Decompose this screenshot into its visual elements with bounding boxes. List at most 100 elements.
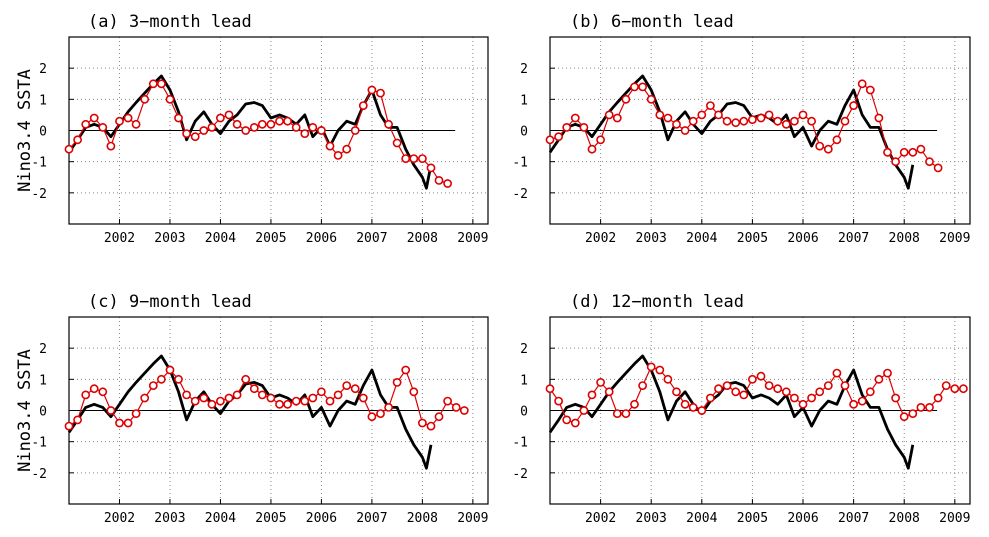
x-tick-label: 2005 bbox=[737, 231, 768, 246]
forecast-point bbox=[663, 113, 673, 123]
forecast-point bbox=[316, 126, 326, 135]
x-tick-label: 2005 bbox=[255, 511, 286, 526]
y-tick-label: 0 bbox=[520, 125, 528, 140]
forecast-point bbox=[401, 154, 411, 163]
forecast-point bbox=[140, 393, 150, 403]
forecast-point bbox=[131, 119, 141, 129]
forecast-point bbox=[731, 118, 741, 128]
forecast-point bbox=[342, 144, 352, 154]
forecast-point bbox=[781, 387, 791, 397]
forecast-point bbox=[655, 110, 665, 120]
forecast-point bbox=[106, 406, 116, 415]
forecast-point bbox=[199, 393, 209, 403]
forecast-point bbox=[275, 399, 284, 409]
forecast-point bbox=[283, 116, 292, 126]
forecast-point bbox=[857, 79, 867, 89]
x-tick-label: 2002 bbox=[104, 511, 135, 526]
forecast-point bbox=[688, 116, 698, 126]
forecast-point bbox=[781, 119, 791, 129]
forecast-point bbox=[621, 94, 631, 104]
forecast-point bbox=[697, 110, 707, 120]
panel-title: (d) 12−month lead bbox=[570, 292, 744, 312]
forecast-point bbox=[823, 381, 833, 390]
forecast-point bbox=[392, 138, 402, 148]
forecast-point bbox=[579, 123, 589, 132]
forecast-point bbox=[596, 377, 605, 387]
forecast-point bbox=[883, 147, 892, 157]
forecast-point bbox=[165, 94, 175, 104]
forecast-point bbox=[798, 110, 808, 120]
forecast-point bbox=[417, 418, 427, 428]
forecast-point bbox=[342, 381, 352, 390]
forecast-point bbox=[554, 396, 563, 406]
x-tick-label: 2009 bbox=[457, 511, 488, 526]
forecast-point bbox=[688, 402, 698, 412]
x-tick-label: 2008 bbox=[407, 511, 438, 526]
forecast-point bbox=[376, 88, 385, 98]
x-tick-label: 2004 bbox=[686, 511, 717, 526]
forecast-point bbox=[764, 110, 774, 120]
forecast-point bbox=[706, 393, 715, 403]
forecast-point bbox=[959, 384, 968, 394]
forecast-point bbox=[392, 377, 402, 387]
forecast-point bbox=[773, 116, 783, 126]
x-tick-label: 2002 bbox=[585, 511, 616, 526]
forecast-point bbox=[215, 396, 225, 406]
x-tick-label: 2007 bbox=[838, 511, 869, 526]
forecast-point bbox=[748, 374, 757, 384]
forecast-point bbox=[655, 365, 665, 375]
forecast-line bbox=[549, 82, 939, 169]
y-tick-label: 2 bbox=[39, 62, 47, 77]
forecast-point bbox=[106, 141, 116, 151]
forecast-point bbox=[266, 119, 276, 129]
forecast-line bbox=[68, 83, 448, 185]
forecast-point bbox=[587, 390, 597, 400]
forecast-point bbox=[604, 110, 614, 120]
forecast-point bbox=[291, 396, 301, 406]
forecast-point bbox=[409, 387, 419, 397]
forecast-point bbox=[865, 387, 875, 397]
forecast-point bbox=[840, 116, 850, 126]
y-tick-label: -2 bbox=[512, 187, 528, 202]
forecast-point bbox=[933, 393, 943, 403]
forecast-point bbox=[384, 119, 393, 129]
y-tick-label: 0 bbox=[39, 405, 47, 420]
forecast-point bbox=[570, 418, 580, 428]
forecast-point bbox=[807, 116, 816, 126]
forecast-point bbox=[64, 421, 74, 431]
y-tick-label: -1 bbox=[512, 436, 528, 451]
forecast-point bbox=[115, 116, 124, 126]
forecast-point bbox=[165, 365, 175, 375]
forecast-point bbox=[646, 94, 656, 104]
forecast-point bbox=[174, 113, 183, 123]
forecast-point bbox=[815, 141, 825, 151]
forecast-point bbox=[865, 85, 875, 95]
x-tick-label: 2008 bbox=[407, 231, 438, 246]
x-tick-label: 2007 bbox=[838, 231, 869, 246]
forecast-point bbox=[807, 393, 816, 403]
forecast-point bbox=[190, 132, 200, 142]
forecast-point bbox=[156, 374, 166, 384]
forecast-point bbox=[714, 110, 723, 120]
forecast-point bbox=[73, 135, 82, 145]
x-tick-label: 2005 bbox=[737, 511, 768, 526]
forecast-point bbox=[207, 123, 217, 132]
forecast-point bbox=[925, 157, 934, 167]
forecast-point bbox=[714, 384, 723, 394]
x-tick-label: 2006 bbox=[787, 231, 818, 246]
x-tick-label: 2007 bbox=[356, 231, 387, 246]
forecast-point bbox=[283, 399, 292, 409]
forecast-point bbox=[308, 393, 318, 403]
forecast-point bbox=[257, 119, 267, 129]
panel-title: (a) 3−month lead bbox=[88, 12, 252, 32]
forecast-point bbox=[291, 123, 301, 132]
panel-a: 2002 2003 2004 2005 2006 2007 2008 2009 -2 -1 0 1 2 (… bbox=[15, 12, 489, 246]
forecast-point bbox=[840, 381, 850, 390]
x-tick-label: 2006 bbox=[787, 511, 818, 526]
forecast-point bbox=[123, 113, 133, 123]
forecast-point bbox=[358, 101, 368, 110]
forecast-point bbox=[748, 115, 757, 124]
forecast-point bbox=[832, 368, 842, 378]
x-tick-label: 2006 bbox=[306, 231, 337, 246]
forecast-point bbox=[123, 418, 133, 428]
